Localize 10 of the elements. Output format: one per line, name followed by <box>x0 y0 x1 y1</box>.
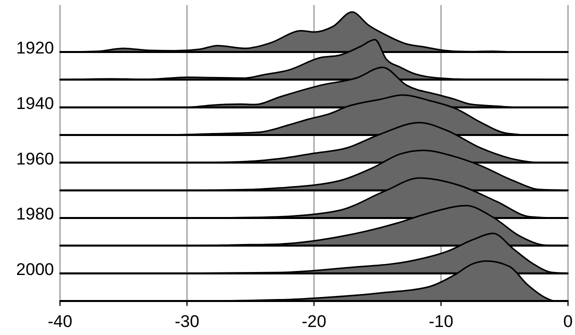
series-label: 1980 <box>16 204 54 224</box>
x-tick-label: -40 <box>48 312 72 331</box>
x-tick-label: -30 <box>174 312 200 331</box>
series-label: 1920 <box>16 38 54 58</box>
x-tick-label: 0 <box>563 312 573 331</box>
series-label: 1940 <box>16 94 54 114</box>
x-tick-label: -10 <box>428 312 454 331</box>
series-label: 2000 <box>16 260 54 280</box>
x-tick-label: -20 <box>302 312 326 331</box>
series-label: 1960 <box>16 149 54 168</box>
